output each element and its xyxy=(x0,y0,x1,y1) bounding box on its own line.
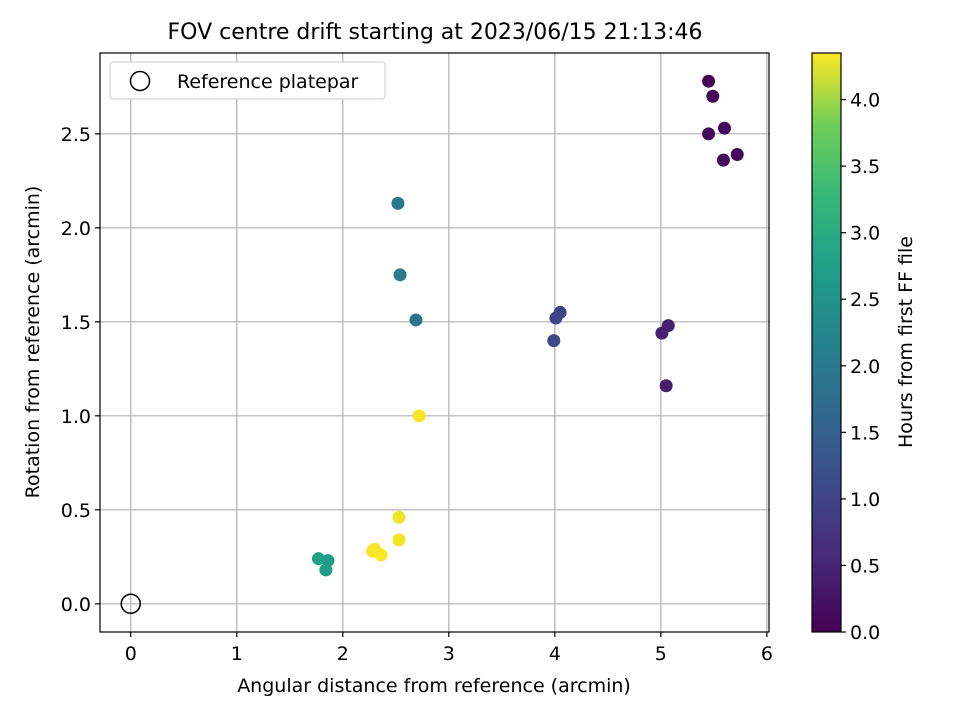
data-point xyxy=(547,334,561,348)
colorbar-label: Hours from first FF file xyxy=(895,236,917,448)
data-point xyxy=(549,311,563,325)
y-tick-label: 2.0 xyxy=(61,218,91,240)
data-point xyxy=(730,148,744,162)
plot-frame xyxy=(99,52,770,633)
x-tick-label: 2 xyxy=(337,643,349,665)
data-point xyxy=(374,548,388,562)
colorbar-tick-label: 2.5 xyxy=(850,289,880,311)
colorbar-tick-label: 4.0 xyxy=(850,90,880,112)
grid xyxy=(100,53,769,632)
legend-label: Reference platepar xyxy=(177,71,359,93)
legend-marker-icon xyxy=(129,70,151,92)
legend-box xyxy=(109,61,386,100)
x-tick-label: 3 xyxy=(443,643,455,665)
y-tick-label: 2.5 xyxy=(61,124,91,146)
x-tick-label: 6 xyxy=(761,643,773,665)
data-point xyxy=(717,121,731,135)
data-point xyxy=(392,533,406,547)
colorbar-gradient xyxy=(811,52,842,633)
data-point xyxy=(409,313,423,327)
y-axis-label: Rotation from reference (arcmin) xyxy=(22,186,44,499)
chart-title: FOV centre drift starting at 2023/06/15 … xyxy=(168,20,703,45)
data-point xyxy=(716,153,730,167)
colorbar-tick-label: 2.0 xyxy=(850,356,880,378)
x-tick-label: 4 xyxy=(549,643,561,665)
colorbar-tick-label: 1.5 xyxy=(850,422,880,444)
colorbar-tick-label: 3.0 xyxy=(850,223,880,245)
x-tick-label: 1 xyxy=(231,643,243,665)
x-axis-label: Angular distance from reference (arcmin) xyxy=(237,675,631,697)
data-point xyxy=(412,409,426,423)
x-tick-label: 0 xyxy=(125,643,137,665)
data-point xyxy=(319,563,333,577)
colorbar-tick-label: 3.5 xyxy=(850,156,880,178)
data-point xyxy=(393,268,407,282)
y-tick-label: 1.5 xyxy=(61,312,91,334)
data-points xyxy=(120,74,744,615)
x-tick-label: 5 xyxy=(655,643,667,665)
y-tick-label: 0.0 xyxy=(61,594,91,616)
colorbar-ticks: 0.0 0.5 1.0 1.5 2.0 2.5 3.0 3.5 4.0 xyxy=(841,90,880,644)
colorbar-tick-label: 1.0 xyxy=(850,489,880,511)
data-point xyxy=(659,379,673,393)
y-axis-ticks: 0.0 0.5 1.0 1.5 2.0 2.5 xyxy=(61,124,100,616)
data-point xyxy=(702,127,716,141)
colorbar-tick-label: 0.0 xyxy=(850,622,880,644)
data-point xyxy=(702,74,716,88)
colorbar-tick-label: 0.5 xyxy=(850,555,880,577)
data-point xyxy=(661,319,675,333)
data-point xyxy=(391,196,405,210)
data-point xyxy=(392,510,406,524)
y-tick-label: 0.5 xyxy=(61,500,91,522)
y-tick-label: 1.0 xyxy=(61,406,91,428)
reference-point-marker xyxy=(120,593,141,615)
colorbar: 0.0 0.5 1.0 1.5 2.0 2.5 3.0 3.5 4.0 Hours from f… xyxy=(811,52,917,644)
legend: Reference platepar xyxy=(109,61,386,100)
data-point xyxy=(706,89,720,103)
x-axis-ticks: 0 1 2 3 4 5 6 xyxy=(125,632,773,665)
